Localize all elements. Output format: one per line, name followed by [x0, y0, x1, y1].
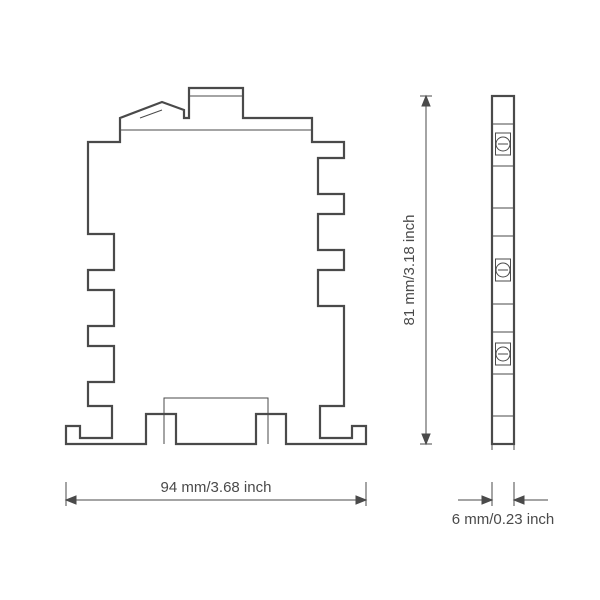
svg-text:81 mm/3.18 inch: 81 mm/3.18 inch — [401, 215, 418, 326]
svg-text:94 mm/3.68 inch: 94 mm/3.68 inch — [161, 479, 272, 496]
svg-text:6 mm/0.23 inch: 6 mm/0.23 inch — [452, 511, 555, 528]
